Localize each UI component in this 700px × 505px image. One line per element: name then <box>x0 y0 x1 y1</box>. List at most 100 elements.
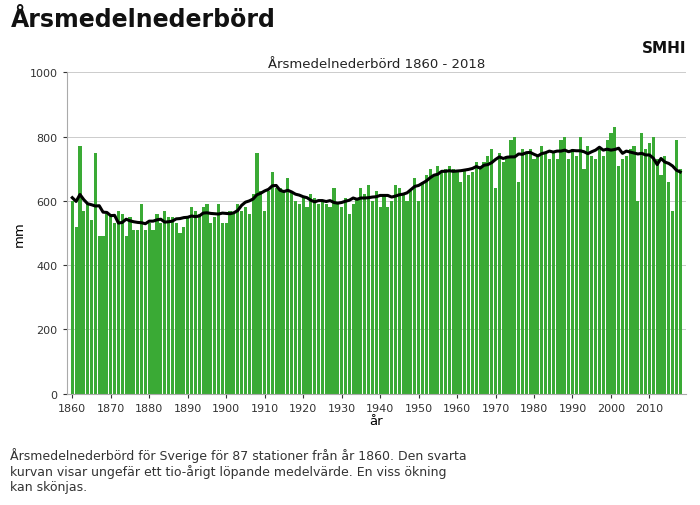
Bar <box>502 163 505 394</box>
Bar <box>259 192 262 394</box>
Bar <box>417 201 420 394</box>
Bar <box>171 218 174 394</box>
Bar <box>536 157 540 394</box>
Bar <box>386 208 389 394</box>
Bar <box>309 195 312 394</box>
Bar <box>140 205 143 394</box>
Bar <box>533 160 536 394</box>
Bar <box>279 189 281 394</box>
Bar <box>667 182 671 394</box>
Bar <box>579 137 582 394</box>
Bar <box>675 140 678 394</box>
Bar <box>356 198 358 394</box>
Bar <box>405 201 409 394</box>
Bar <box>402 195 405 394</box>
Bar <box>105 214 108 394</box>
Bar <box>359 189 363 394</box>
Bar <box>325 205 328 394</box>
Bar <box>174 224 178 394</box>
Bar <box>564 137 566 394</box>
Bar <box>367 185 370 394</box>
Bar <box>132 230 135 394</box>
Bar <box>471 173 474 394</box>
Bar <box>298 205 301 394</box>
Bar <box>606 140 609 394</box>
Bar <box>374 192 378 394</box>
Bar <box>332 189 335 394</box>
Bar <box>671 211 674 394</box>
Bar <box>621 160 624 394</box>
Bar <box>625 157 628 394</box>
Bar <box>317 205 320 394</box>
Bar <box>136 230 139 394</box>
Bar <box>228 211 232 394</box>
Bar <box>120 214 124 394</box>
Bar <box>594 160 597 394</box>
Bar <box>559 140 563 394</box>
Bar <box>155 214 158 394</box>
Bar <box>440 173 443 394</box>
Bar <box>351 205 355 394</box>
Bar <box>274 189 278 394</box>
Bar <box>113 224 116 394</box>
Bar <box>321 201 324 394</box>
Y-axis label: mm: mm <box>13 221 25 246</box>
Bar <box>590 157 594 394</box>
Text: Årsmedelnederbörd: Årsmedelnederbörd <box>10 8 275 31</box>
Bar <box>328 208 332 394</box>
Bar <box>194 211 197 394</box>
Bar <box>302 198 304 394</box>
Bar <box>125 237 127 394</box>
Bar <box>240 211 243 394</box>
Bar <box>617 166 620 394</box>
Bar <box>633 147 636 394</box>
Bar <box>540 147 543 394</box>
Bar <box>394 185 397 394</box>
Bar <box>425 176 428 394</box>
Bar <box>505 157 509 394</box>
Bar <box>282 192 286 394</box>
Title: Årsmedelnederbörd 1860 - 2018: Årsmedelnederbörd 1860 - 2018 <box>267 58 485 71</box>
Bar <box>167 218 170 394</box>
Bar <box>610 134 612 394</box>
Bar <box>525 154 528 394</box>
Bar <box>428 170 432 394</box>
Bar <box>629 150 632 394</box>
Bar <box>86 205 89 394</box>
Bar <box>544 154 547 394</box>
Bar <box>236 205 239 394</box>
Bar <box>636 201 640 394</box>
Bar <box>186 218 189 394</box>
Bar <box>652 137 655 394</box>
Bar <box>490 150 493 394</box>
Bar <box>613 128 617 394</box>
Bar <box>582 170 586 394</box>
Bar <box>486 157 489 394</box>
Bar <box>74 227 78 394</box>
Bar <box>263 211 266 394</box>
Bar <box>459 182 463 394</box>
Bar <box>390 201 393 394</box>
Bar <box>513 137 517 394</box>
Bar <box>97 237 101 394</box>
Bar <box>248 214 251 394</box>
Bar <box>371 201 374 394</box>
Text: SMHI: SMHI <box>641 40 686 56</box>
Bar <box>213 218 216 394</box>
Bar <box>182 227 186 394</box>
Bar <box>494 189 497 394</box>
Bar <box>410 192 412 394</box>
Bar <box>571 150 574 394</box>
Bar <box>82 211 85 394</box>
Bar <box>575 157 578 394</box>
Bar <box>217 205 220 394</box>
Bar <box>444 170 447 394</box>
Bar <box>305 208 309 394</box>
Bar <box>251 195 255 394</box>
Text: Årsmedelnederbörd för Sverige för 87 stationer från år 1860. Den svarta
kurvan v: Årsmedelnederbörd för Sverige för 87 sta… <box>10 447 467 493</box>
Bar <box>452 170 455 394</box>
Bar <box>313 198 316 394</box>
Bar <box>286 179 289 394</box>
Bar <box>517 182 520 394</box>
Bar <box>159 224 162 394</box>
